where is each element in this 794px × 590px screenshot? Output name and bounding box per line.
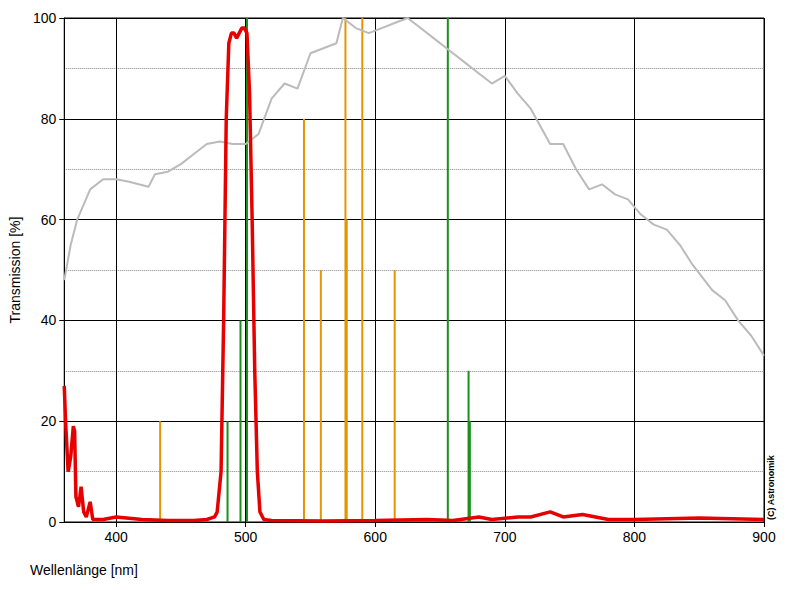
svg-text:100: 100: [33, 10, 57, 26]
svg-text:20: 20: [41, 413, 57, 429]
svg-text:900: 900: [752, 529, 776, 545]
svg-text:0: 0: [48, 514, 56, 530]
svg-text:600: 600: [364, 529, 388, 545]
svg-text:800: 800: [623, 529, 647, 545]
svg-text:80: 80: [41, 111, 57, 127]
svg-text:400: 400: [104, 529, 128, 545]
svg-text:500: 500: [234, 529, 258, 545]
svg-text:40: 40: [41, 312, 57, 328]
svg-text:(C) Astronomik: (C) Astronomik: [766, 454, 776, 520]
svg-text:Transmission [%]: Transmission [%]: [7, 217, 23, 324]
svg-text:Wellenlänge [nm]: Wellenlänge [nm]: [30, 562, 138, 578]
svg-text:700: 700: [493, 529, 517, 545]
svg-text:60: 60: [41, 212, 57, 228]
